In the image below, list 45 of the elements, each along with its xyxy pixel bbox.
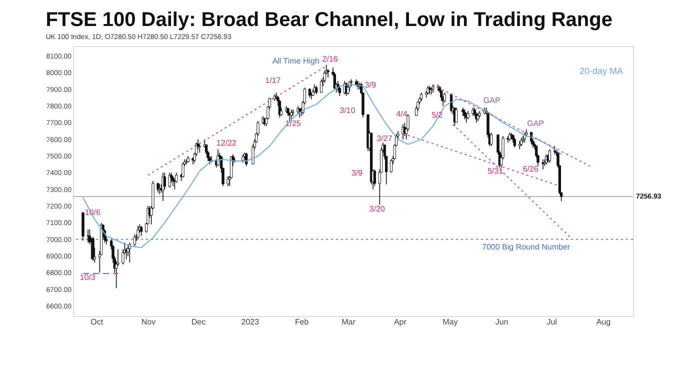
annotation: 3/27 — [376, 134, 393, 143]
x-tick-label: Jul — [546, 318, 558, 326]
x-tick-label: Apr — [394, 318, 407, 326]
candlestick — [346, 84, 350, 95]
annotation: 3/10 — [340, 106, 356, 116]
x-tick-label: Nov — [141, 318, 156, 326]
candlestick — [168, 172, 172, 188]
candlestick — [463, 108, 466, 120]
annotation: 1/17 — [265, 76, 282, 86]
x-tick-label: Feb — [294, 318, 310, 326]
annotation: GAP — [527, 118, 544, 128]
chart-title: FTSE 100 Daily: Broad Bear Channel, Low in Trading Range — [46, 9, 612, 31]
x-tick-label: Oct — [90, 318, 104, 326]
annotation: 5/31 — [487, 166, 504, 176]
candlestick — [128, 242, 132, 264]
candlestick — [252, 144, 254, 165]
annotation: 2/16 — [322, 54, 338, 64]
candlestick — [308, 88, 312, 98]
annotation: 3/9 — [364, 80, 376, 90]
text: 20-day MA — [579, 66, 623, 76]
candlestick — [440, 90, 443, 102]
x-tick-label: Dec — [191, 318, 206, 326]
candlestick — [82, 211, 84, 241]
annotation: 6/26 — [522, 164, 539, 174]
annotation: GAP — [483, 96, 500, 106]
candlestick — [140, 226, 143, 236]
candlestick — [170, 172, 173, 184]
x-tick-label: 2023 — [241, 318, 260, 326]
x-tick-label: Jun — [495, 318, 508, 326]
candlestick — [156, 182, 160, 194]
annotation: All Time High — [272, 56, 320, 66]
annotation: 4/4 — [396, 110, 408, 119]
candlestick — [443, 92, 446, 104]
candlestick — [172, 176, 174, 186]
x-tick-label: Aug — [596, 318, 611, 326]
annotation: 12/22 — [216, 138, 237, 148]
candlestick — [390, 158, 393, 174]
annotation: 3/20 — [369, 204, 386, 214]
x-tick-label: Mar — [342, 318, 356, 326]
x-tick-label: May — [442, 318, 458, 326]
candlestick — [182, 162, 184, 178]
annotation: 7000 Big Round Number — [482, 242, 570, 252]
annotation: 3/9 — [351, 168, 364, 178]
candlestick — [454, 107, 458, 124]
annotation: 10/3 — [80, 273, 96, 282]
